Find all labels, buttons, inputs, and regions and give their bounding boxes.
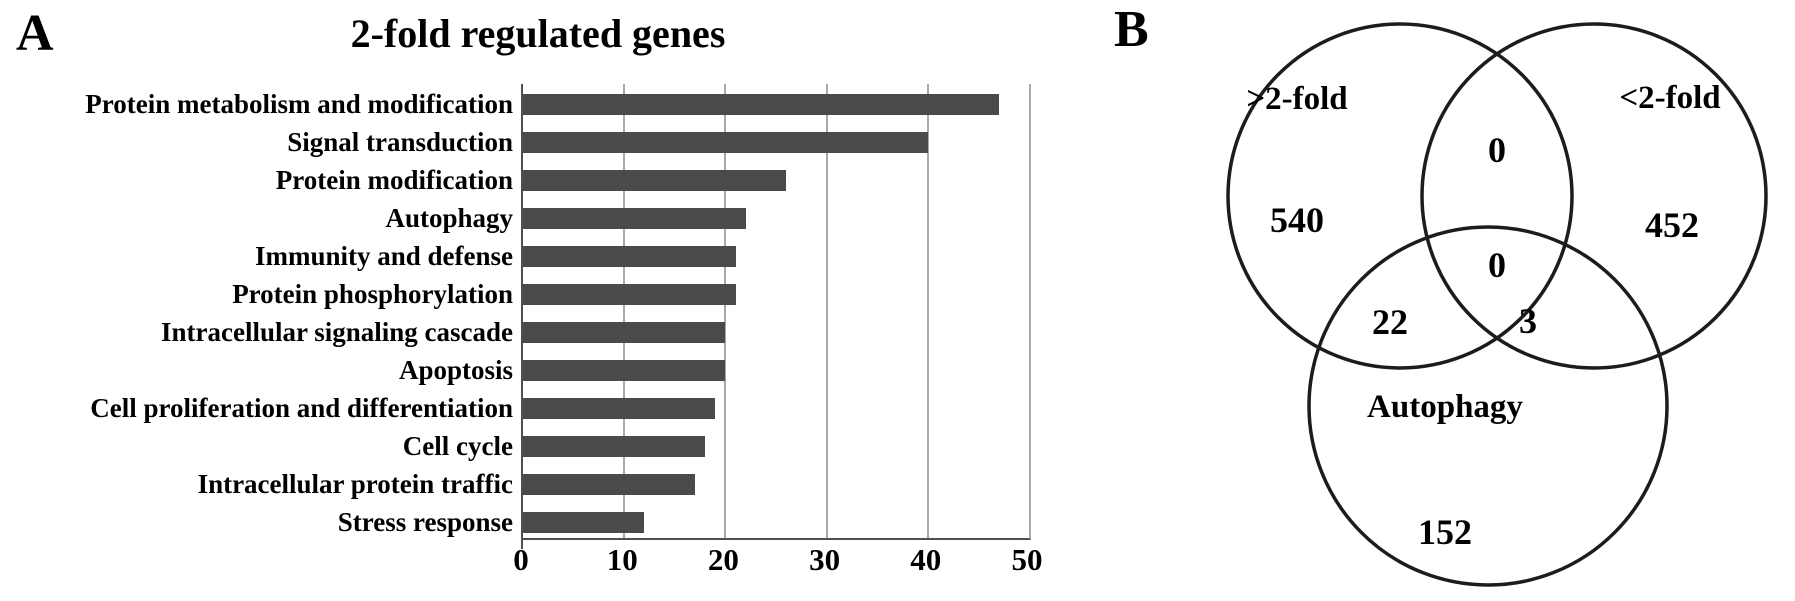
- venn-set-name-lt2fold: <2-fold: [1619, 80, 1720, 116]
- category-label: Intracellular signaling cascade: [160, 317, 513, 347]
- category-label: Signal transduction: [287, 127, 513, 157]
- x-tick-label: 20: [707, 542, 739, 577]
- x-axis-origin-tick: [521, 540, 523, 549]
- category-labels: Protein metabolism and modification Signa…: [0, 0, 513, 601]
- category-label: Cell proliferation and differentiation: [90, 393, 513, 423]
- gridline-10: [623, 84, 626, 538]
- venn-set-name-autophagy: Autophagy: [1367, 389, 1523, 425]
- bar: [523, 359, 726, 381]
- x-tick-label: 10: [606, 542, 638, 577]
- category-label: Intracellular protein traffic: [197, 469, 513, 499]
- category-label: Apoptosis: [398, 355, 513, 385]
- bar: [523, 207, 746, 229]
- category-label: Stress response: [337, 507, 513, 537]
- venn-count-lt2-and-autophagy: 3: [1519, 301, 1537, 341]
- bar: [523, 93, 999, 115]
- gridline-40: [926, 84, 929, 538]
- gridline-20: [724, 84, 727, 538]
- category-label: Protein modification: [275, 165, 513, 195]
- venn-svg: >2-fold <2-fold Autophagy 540 452 152 0 …: [1226, 22, 1768, 587]
- venn-count-gt2-and-lt2: 0: [1488, 130, 1506, 170]
- bar: [523, 245, 736, 267]
- bar: [523, 511, 645, 533]
- bar: [523, 473, 696, 495]
- bar: [523, 321, 726, 343]
- category-label: Protein metabolism and modification: [85, 89, 513, 119]
- category-label: Immunity and defense: [254, 241, 513, 271]
- venn-count-gt2fold-only: 540: [1270, 200, 1324, 240]
- gridline-30: [825, 84, 828, 538]
- x-tick-label: 40: [910, 542, 942, 577]
- venn-count-all-three: 0: [1488, 245, 1506, 285]
- category-label: Cell cycle: [402, 431, 513, 461]
- category-label: Autophagy: [385, 203, 513, 233]
- venn-circle-lt2fold: [1420, 22, 1768, 370]
- venn-circle-autophagy: [1307, 225, 1669, 587]
- x-tick-label: 0: [513, 542, 529, 577]
- bar: [523, 283, 736, 305]
- x-tick-label: 50: [1011, 542, 1043, 577]
- venn-set-name-gt2fold: >2-fold: [1246, 81, 1347, 117]
- bar: [523, 131, 928, 153]
- venn-count-lt2fold-only: 452: [1645, 205, 1699, 245]
- venn-count-gt2-and-autophagy: 22: [1372, 302, 1408, 342]
- category-label: Protein phosphorylation: [232, 279, 513, 309]
- bar: [523, 397, 716, 419]
- panel-a-label: A: [16, 5, 54, 62]
- panel-b-venn-diagram: >2-fold <2-fold Autophagy 540 452 152 0 …: [1050, 0, 1795, 601]
- chart-title: 2-fold regulated genes: [350, 11, 726, 56]
- venn-circle-gt2fold: [1226, 22, 1574, 370]
- bar: [523, 169, 787, 191]
- panel-b-label: B: [1114, 1, 1149, 58]
- plot-area: [521, 84, 1031, 540]
- panel-a-bar-chart: A 2-fold regulated genes Protein metabol…: [0, 0, 1043, 601]
- x-axis-ticks: 0 10 20 30 40 50: [513, 542, 1043, 577]
- bar: [523, 435, 706, 457]
- venn-count-autophagy-only: 152: [1418, 512, 1472, 552]
- x-tick-label: 30: [809, 542, 841, 577]
